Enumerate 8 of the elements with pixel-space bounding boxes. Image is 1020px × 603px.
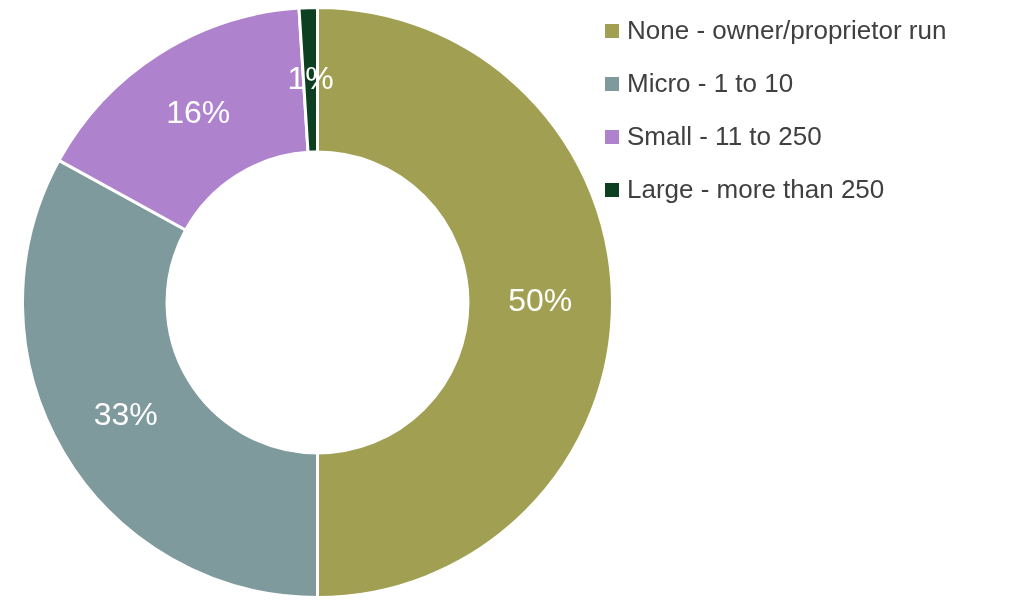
data-label: 1% <box>287 59 334 96</box>
legend-label: Large - more than 250 <box>627 174 885 205</box>
legend-label: Small - 11 to 250 <box>627 121 822 152</box>
data-label: 50% <box>508 282 573 319</box>
data-label: 33% <box>93 395 158 432</box>
legend-label: None - owner/proprietor run <box>627 15 947 46</box>
legend-label: Micro - 1 to 10 <box>627 68 794 99</box>
data-label: 16% <box>166 94 231 131</box>
